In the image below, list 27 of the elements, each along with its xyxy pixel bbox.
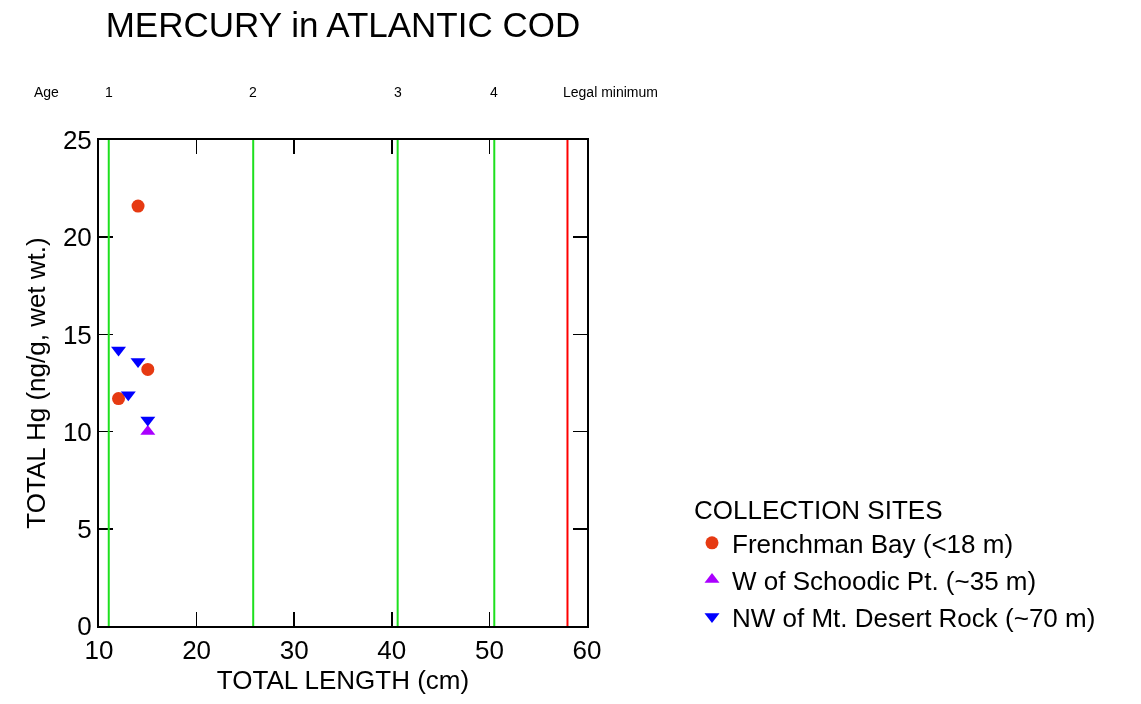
text: 1	[105, 84, 113, 100]
y-tick-label: 5	[77, 513, 92, 544]
ref-line-label: Legal minimum	[563, 84, 658, 100]
y-tick-label: 20	[62, 222, 92, 253]
x-tick-label: 20	[182, 635, 212, 666]
text: 2	[249, 84, 257, 100]
legend-title: COLLECTION SITES	[694, 495, 943, 526]
point	[131, 199, 145, 213]
point	[141, 362, 155, 376]
legend-label: W of Schoodic Pt. (~35 m)	[732, 565, 1037, 596]
y-axis-title: TOTAL Hg (ng/g, wet wt.)	[20, 237, 51, 529]
text: Age	[34, 84, 60, 100]
x-tick-label: 30	[279, 635, 309, 666]
point	[112, 392, 126, 406]
text: 3	[394, 84, 402, 100]
text: 4	[490, 84, 498, 100]
legend-label: Frenchman Bay (<18 m)	[732, 528, 1014, 559]
x-tick-label: 50	[474, 635, 504, 666]
x-axis-title: TOTAL LENGTH (cm)	[216, 665, 470, 696]
y-tick-label: 25	[62, 125, 92, 156]
y-tick-label: 10	[62, 416, 92, 447]
y-tick-label: 15	[62, 319, 92, 350]
x-tick-label: 60	[572, 635, 602, 666]
x-tick-label: 40	[377, 635, 407, 666]
y-tick-label: 0	[77, 611, 92, 642]
legend-label: NW of Mt. Desert Rock (~70 m)	[732, 602, 1096, 633]
chart-title: MERCURY in ATLANTIC COD	[105, 5, 581, 45]
